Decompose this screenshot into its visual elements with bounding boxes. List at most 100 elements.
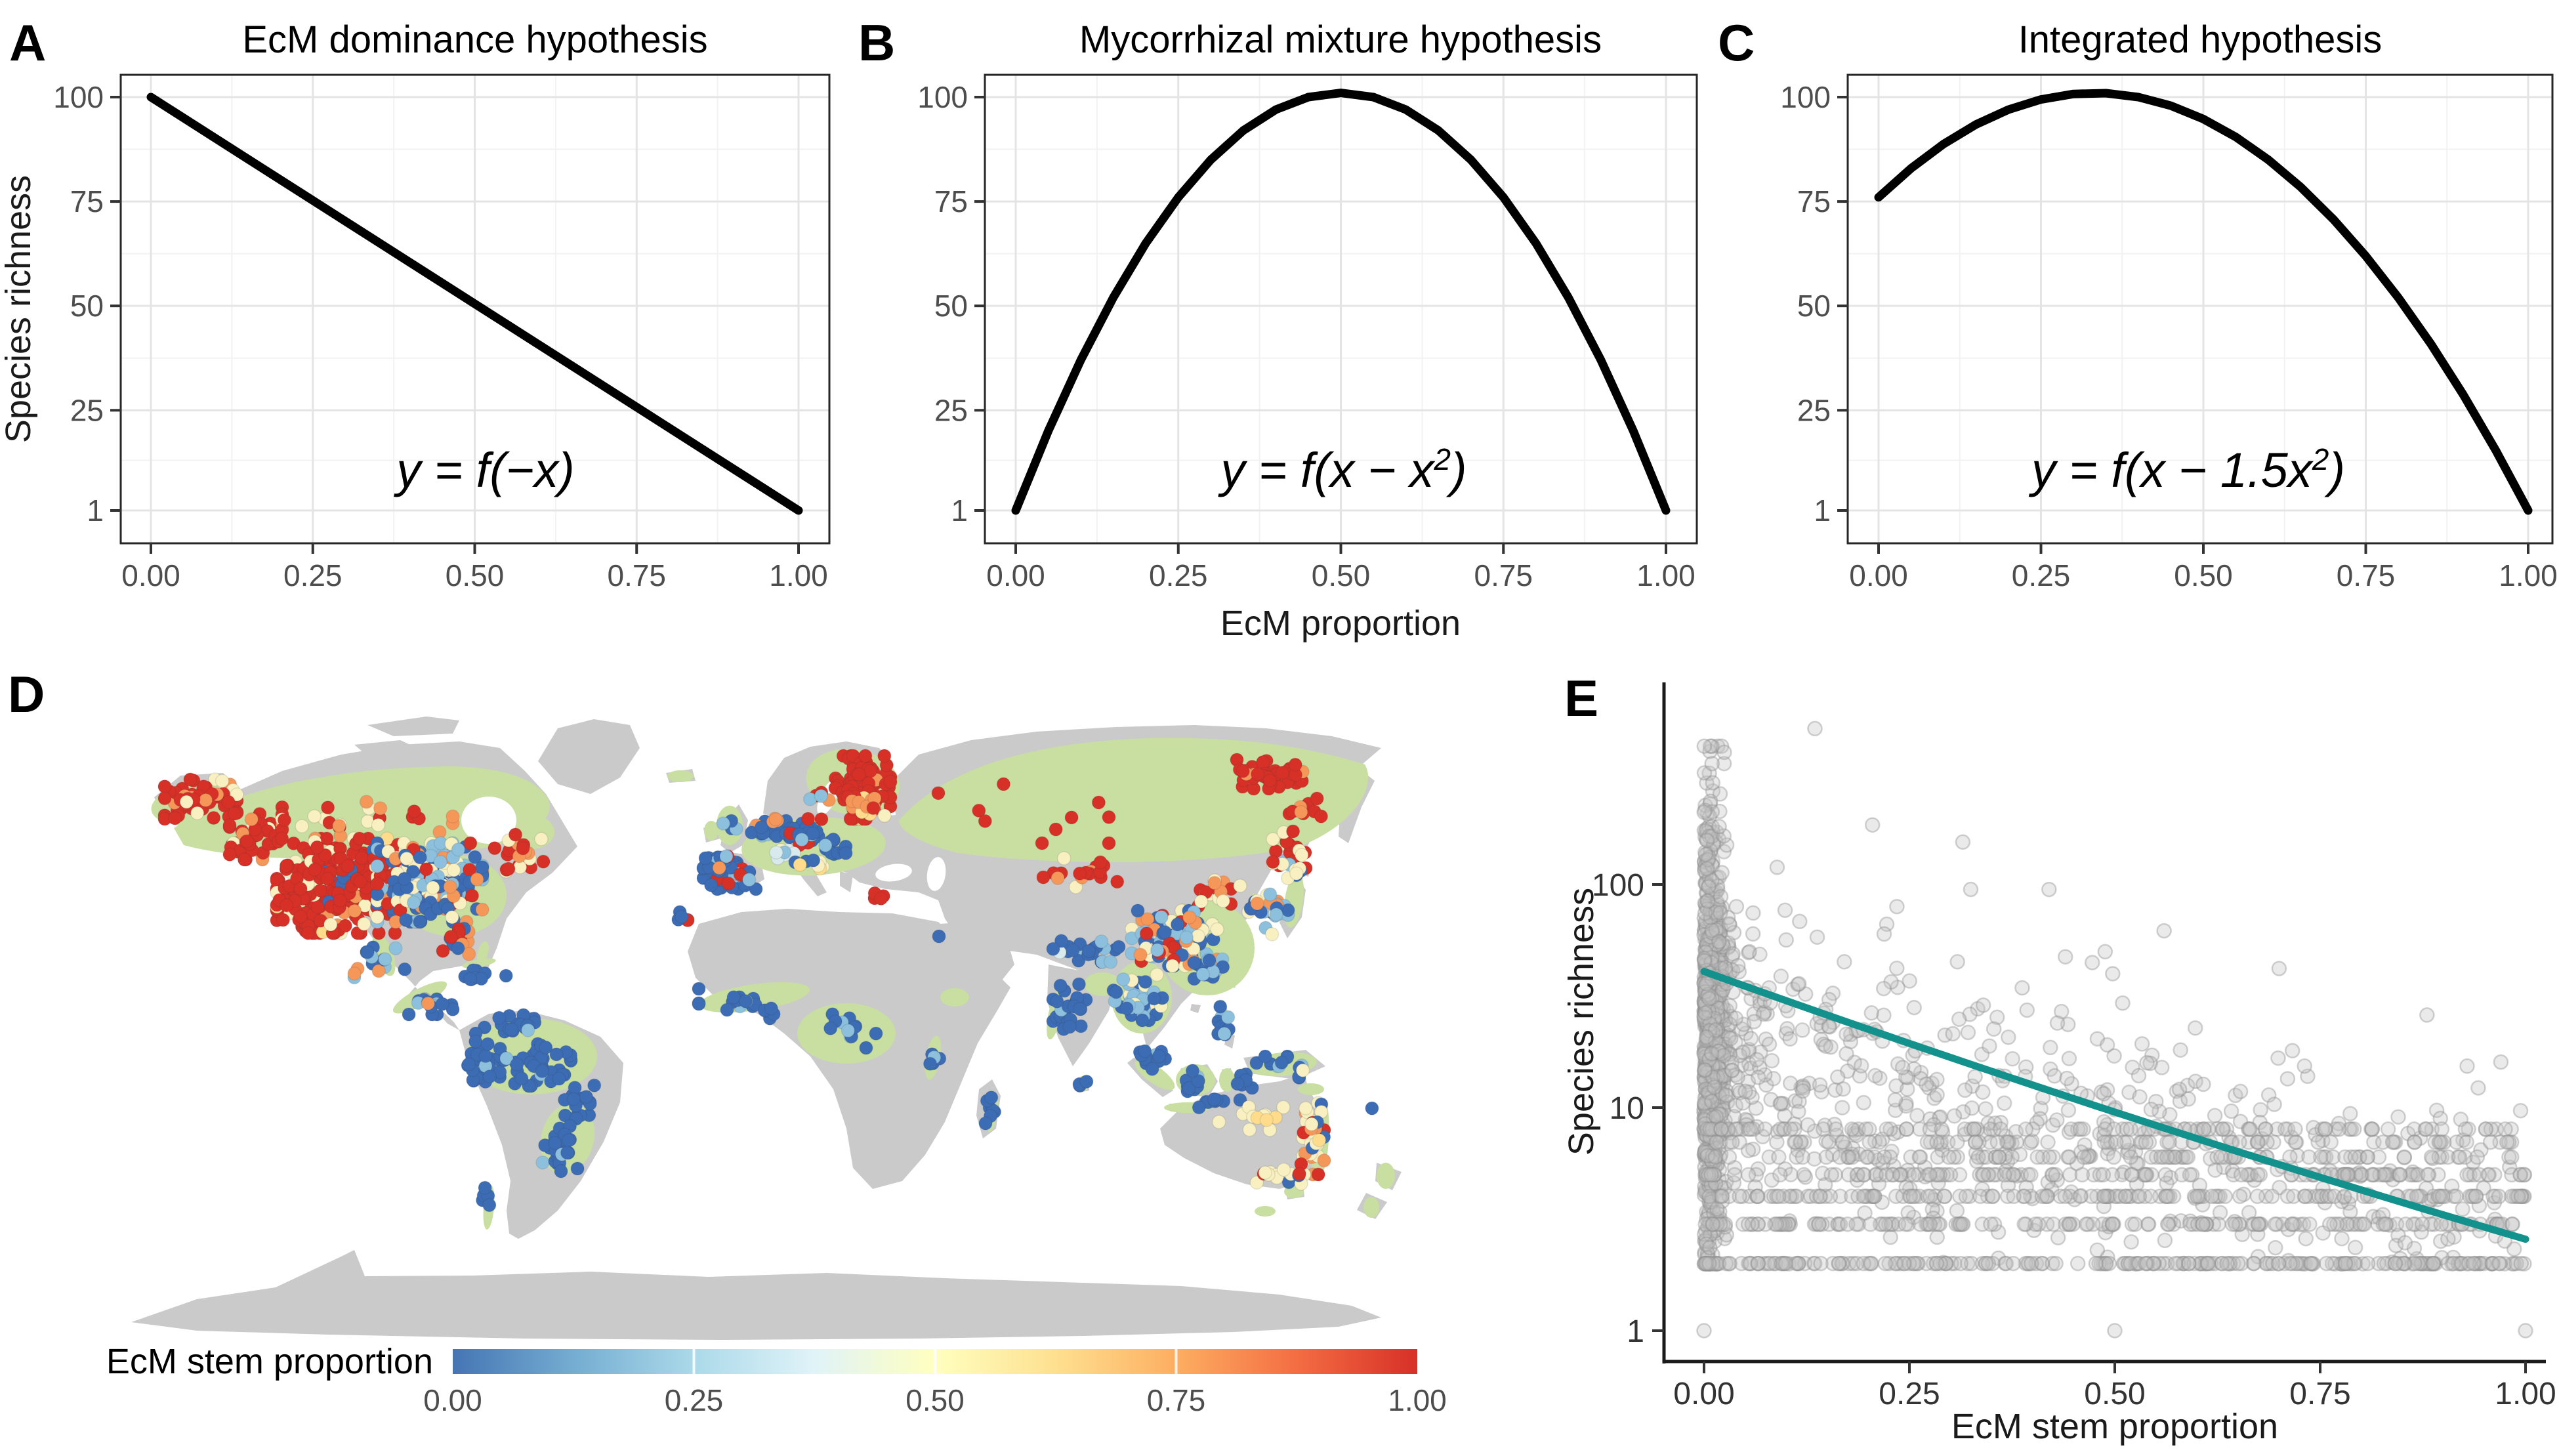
scatter-point: [2134, 1036, 2150, 1052]
scatter-point: [1706, 1150, 1722, 1167]
scatter-point: [1701, 1249, 1716, 1266]
scatter-point: [1708, 1082, 1724, 1098]
scatter-point: [1714, 1098, 1730, 1114]
map-point: [801, 812, 816, 826]
scatter-point: [1707, 1035, 1722, 1052]
map-point: [1216, 894, 1230, 908]
scatter-point: [1909, 1108, 1925, 1124]
scatter-point: [1702, 1256, 1718, 1272]
scatter-point: [1714, 942, 1730, 958]
map-point: [1207, 875, 1222, 890]
scatter-point: [1699, 995, 1715, 1011]
scatter-point: [1707, 1028, 1722, 1044]
scatter-point: [2346, 1121, 2362, 1137]
map-point: [520, 1023, 535, 1037]
scatter-point: [1699, 988, 1716, 1004]
map-point: [1064, 810, 1079, 825]
map-point: [320, 871, 335, 886]
scatter-point: [1696, 995, 1713, 1011]
scatter-point: [1710, 1058, 1726, 1074]
scatter-point: [1709, 936, 1726, 952]
scatter-point: [1975, 997, 1991, 1013]
scatter-point: [1709, 1048, 1725, 1064]
scatter-point: [1997, 1167, 2012, 1183]
map-point: [407, 804, 421, 819]
scatter-point: [1706, 908, 1722, 925]
map-point: [1182, 1081, 1196, 1096]
scatter-point: [2097, 1121, 2113, 1137]
scatter-point: [2224, 1217, 2241, 1232]
scatter-point: [2050, 1230, 2066, 1246]
x-tick-label: 0.00: [121, 558, 180, 593]
map-point: [493, 1041, 507, 1056]
scatter-point: [1877, 1217, 1894, 1232]
map-point: [560, 1146, 575, 1160]
scatter-point: [1702, 939, 1718, 955]
scatter-point: [1697, 1113, 1713, 1129]
scatter-point: [1719, 1019, 1736, 1035]
scatter-point: [1702, 1081, 1718, 1097]
scatter-point: [1699, 900, 1715, 915]
scatter-point: [1703, 1024, 1718, 1040]
scatter-point: [2433, 1134, 2449, 1150]
scatter-point: [1702, 1215, 1718, 1232]
scatter-point: [1704, 1170, 1720, 1186]
scatter-point: [1835, 1134, 1851, 1150]
scatter-point: [2334, 1230, 2350, 1247]
scatter-point: [1698, 1044, 1715, 1060]
scatter-point: [1706, 938, 1722, 953]
scatter-point: [1702, 1194, 1718, 1211]
scatter-point: [1699, 933, 1715, 949]
map-point: [1194, 894, 1209, 909]
scatter-point: [1699, 1083, 1716, 1099]
scatter-point: [1834, 1100, 1850, 1115]
scatter-point: [2360, 1149, 2376, 1165]
scatter-point: [1699, 1127, 1715, 1143]
map-point: [1137, 1044, 1152, 1058]
scatter-point: [1698, 919, 1715, 936]
scatter-point: [1700, 995, 1716, 1011]
scatter-point: [1706, 1039, 1722, 1055]
scatter-point: [1708, 1256, 1724, 1272]
scatter-point: [1698, 1147, 1714, 1163]
scatter-point: [2323, 1134, 2339, 1150]
y-tick-label: 100: [1780, 80, 1831, 114]
map-point: [508, 827, 523, 842]
scatter-point: [2297, 1058, 2312, 1074]
scatter-point: [1711, 922, 1727, 938]
scatter-point: [1716, 1043, 1732, 1059]
scatter-point: [1752, 946, 1768, 963]
scatter-point: [1707, 923, 1724, 939]
scatter-point: [1703, 1097, 1719, 1113]
map-point: [1139, 926, 1154, 941]
map-point: [1147, 991, 1161, 1006]
scatter-point: [1696, 1069, 1713, 1085]
map-point: [274, 831, 289, 846]
scatter-point: [1711, 1099, 1726, 1115]
scatter-point: [1696, 910, 1713, 926]
map-point: [1310, 791, 1324, 806]
scatter-point: [1706, 944, 1722, 959]
map-point: [1068, 880, 1083, 894]
scatter-point: [1703, 1179, 1719, 1196]
scatter-point: [2356, 1217, 2372, 1232]
map-point: [332, 818, 346, 833]
scatter-point: [1701, 1003, 1717, 1019]
scatter-point: [1708, 997, 1724, 1014]
scatter-point: [1702, 1113, 1718, 1130]
scatter-point: [1697, 1167, 1713, 1183]
map-point: [1276, 1162, 1291, 1177]
panel-b-curve: [1011, 89, 1671, 515]
scatter-point: [1710, 1127, 1726, 1143]
scatter-point: [1722, 1030, 1739, 1047]
scatter-point: [1703, 1041, 1720, 1057]
scatter-point: [1704, 858, 1720, 874]
scatter-point: [1889, 898, 1905, 915]
map-point: [877, 749, 892, 763]
scatter-point: [1735, 1044, 1751, 1060]
scatter-point: [1701, 1120, 1717, 1136]
map-point: [749, 882, 763, 896]
scatter-point: [1706, 1205, 1722, 1221]
map-point: [491, 1010, 507, 1025]
